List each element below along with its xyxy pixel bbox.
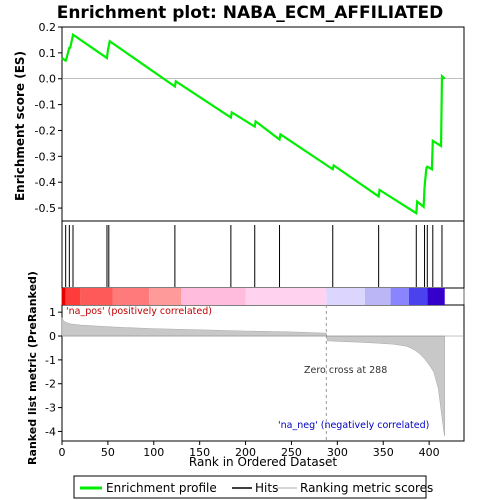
es-y-tick-label: 0.2 <box>39 21 57 34</box>
metric-y-tick-label: -1 <box>45 354 56 367</box>
x-tick-label: 250 <box>281 446 302 459</box>
rank-color-segment <box>181 288 246 305</box>
legend-profile-label: Enrichment profile <box>106 481 217 495</box>
es-y-tick-label: 0.1 <box>39 47 57 60</box>
pos-correlated-label: 'na_pos' (positively correlated) <box>66 306 212 317</box>
metric-y-tick-label: -3 <box>45 402 56 415</box>
es-y-tick-label: -0.4 <box>35 176 56 189</box>
rank-color-segment <box>390 288 409 305</box>
legend-hits-label: Hits <box>255 481 278 495</box>
x-tick-label: 0 <box>59 446 66 459</box>
rank-color-segment <box>149 288 182 305</box>
es-y-axis-label: Enrichment score (ES) <box>13 51 27 201</box>
enrichment-profile-line <box>61 32 446 216</box>
hits-panel-frame <box>61 220 465 289</box>
enrichment-profile-layer <box>61 32 446 216</box>
rank-color-segment <box>65 288 81 305</box>
x-tick-label: 50 <box>101 446 115 459</box>
rank-color-segment <box>408 288 428 305</box>
x-axis: 0 50 100 150 200 250 300 350 400 <box>59 441 440 459</box>
rank-color-bar <box>62 288 445 305</box>
x-tick-label: 150 <box>189 446 210 459</box>
rank-color-segment <box>326 288 365 305</box>
es-y-tick-label: -0.5 <box>35 202 56 215</box>
metric-y-tick-label: -4 <box>45 425 56 438</box>
es-y-tick-label: -0.2 <box>35 124 56 137</box>
rank-color-segment <box>62 288 66 305</box>
x-axis-label: Rank in Ordered Dataset <box>189 455 337 469</box>
x-tick-label: 300 <box>327 446 348 459</box>
rank-color-segment <box>80 288 113 305</box>
x-tick-label: 100 <box>143 446 164 459</box>
rank-color-segment <box>364 288 391 305</box>
hits-layer <box>65 225 443 287</box>
ranking-metric-layer <box>61 305 464 441</box>
metric-y-axis-label: Ranked list metric (PreRanked) <box>26 271 39 465</box>
rank-color-segment <box>245 288 327 305</box>
chart-title: Enrichment plot: NABA_ECM_AFFILIATED <box>57 3 444 23</box>
zero-cross-label: Zero cross at 288 <box>304 365 387 376</box>
ranking-metric-area <box>61 317 446 437</box>
x-tick-label: 200 <box>235 446 256 459</box>
rank-color-segment <box>427 288 445 305</box>
metric-y-tick-label: 0 <box>49 330 56 343</box>
es-y-tick-label: -0.3 <box>35 150 56 163</box>
es-panel-frame <box>61 26 465 222</box>
legend-metric-label: Ranking metric scores <box>300 481 433 495</box>
es-y-tick-label: 0.0 <box>39 73 57 86</box>
rank-color-segment <box>112 288 150 305</box>
metric-y-axis: 1 0 -1 -2 -3 -4 <box>45 306 62 438</box>
metric-y-tick-label: 1 <box>49 306 56 319</box>
x-tick-label: 400 <box>419 446 440 459</box>
legend-box <box>73 475 427 499</box>
es-y-tick-label: -0.1 <box>35 99 56 112</box>
metric-y-tick-label: -2 <box>45 378 56 391</box>
neg-correlated-label: 'na_neg' (negatively correlated) <box>278 420 429 431</box>
es-y-axis: 0.2 0.1 0.0 -0.1 -0.2 -0.3 -0.4 -0.5 <box>35 21 464 215</box>
x-tick-label: 350 <box>373 446 394 459</box>
